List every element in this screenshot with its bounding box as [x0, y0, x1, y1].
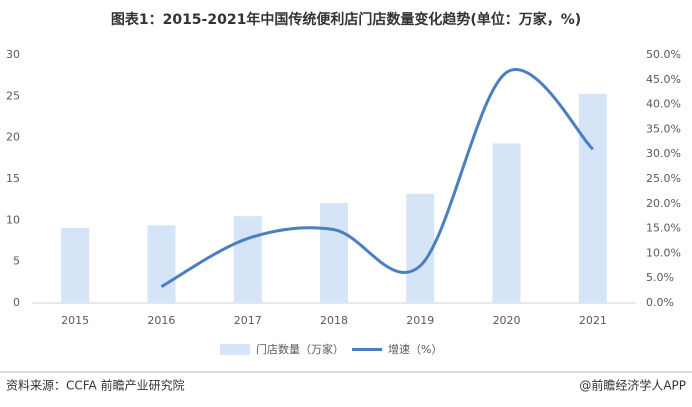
x-tick-label: 2019	[406, 314, 434, 327]
credit: @前瞻经济学人APP	[579, 378, 686, 393]
legend-swatch	[220, 344, 250, 355]
y-tick-label: 10	[6, 213, 20, 226]
y2-tick-label: 25.0%	[646, 172, 681, 185]
y2-tick-label: 50.0%	[646, 48, 681, 61]
x-tick-label: 2021	[579, 314, 607, 327]
y-tick-label: 25	[6, 89, 20, 102]
y2-tick-label: 35.0%	[646, 122, 681, 135]
chart-title: 图表1：2015-2021年中国传统便利店门店数量变化趋势(单位：万家，%)	[111, 11, 581, 28]
bar	[406, 193, 435, 303]
x-tick-label: 2016	[147, 314, 175, 327]
x-tick-label: 2018	[320, 314, 348, 327]
y-tick-label: 0	[13, 296, 20, 309]
y2-tick-label: 20.0%	[646, 197, 681, 210]
bar	[320, 202, 348, 303]
y-tick-label: 20	[6, 131, 20, 144]
legend-label: 门店数量（万家）	[256, 342, 344, 356]
y2-tick-label: 5.0%	[646, 271, 674, 284]
y2-tick-label: 0.0%	[646, 296, 674, 309]
bar	[233, 216, 262, 303]
legend-label: 增速（%）	[388, 342, 442, 356]
bar	[147, 225, 176, 303]
x-tick-label: 2020	[493, 314, 521, 327]
bar	[578, 93, 607, 303]
y2-tick-label: 30.0%	[646, 147, 681, 160]
y-tick-label: 15	[6, 172, 20, 185]
y2-tick-label: 10.0%	[646, 246, 681, 259]
y2-tick-label: 15.0%	[646, 222, 681, 235]
y-tick-label: 5	[13, 255, 20, 268]
x-tick-label: 2015	[61, 314, 89, 327]
bar	[492, 143, 521, 303]
bar	[61, 227, 90, 303]
y-tick-label: 30	[6, 48, 20, 61]
y2-tick-label: 45.0%	[646, 73, 681, 86]
x-tick-label: 2017	[234, 314, 262, 327]
source: 资料来源：CCFA 前瞻产业研究院	[6, 378, 185, 393]
line	[160, 68, 594, 288]
y2-tick-label: 40.0%	[646, 98, 681, 111]
